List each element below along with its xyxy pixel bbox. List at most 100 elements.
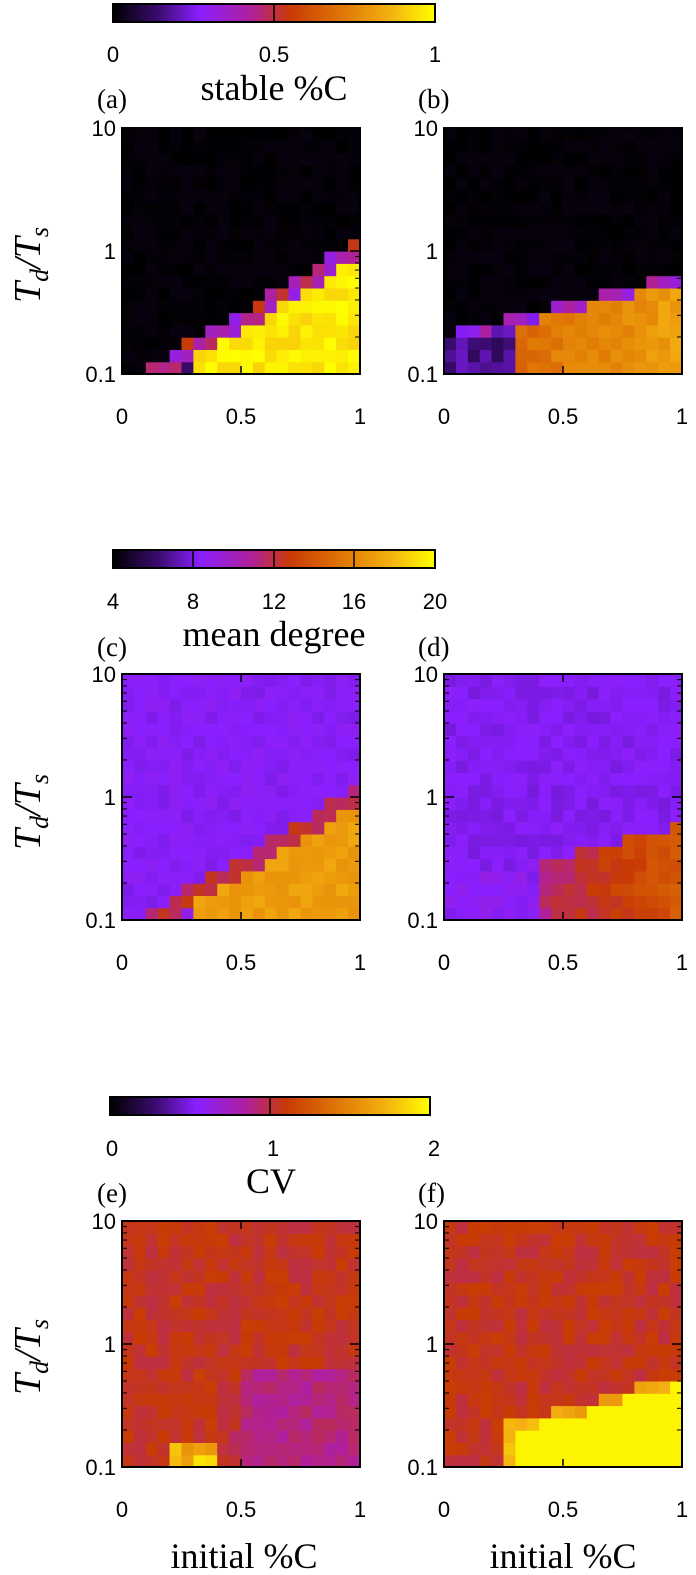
heatmap-cell [122,1368,135,1382]
heatmap-cell [336,1356,349,1370]
heatmap-cell [622,1405,635,1419]
heatmap-cell [300,1233,313,1247]
heatmap-cell [181,1368,194,1382]
heatmap-cell [539,735,552,749]
heatmap-cell [622,349,635,363]
heatmap-cell [539,189,552,203]
heatmap-cell [276,1257,290,1271]
heatmap-cell [193,1245,206,1259]
heatmap-cell [503,686,516,700]
heatmap-cell [515,1380,528,1394]
heatmap-cell [348,1380,361,1394]
heatmap-cell [515,1270,528,1284]
heatmap-cell [324,1393,337,1407]
heatmap-cell [133,152,147,166]
heatmap-cell [181,201,194,215]
heatmap-cell [444,361,457,375]
heatmap-cell [563,312,576,326]
heatmap-cell [205,164,218,178]
heatmap-cell [336,263,349,277]
heatmap-cell [252,883,266,896]
heatmap-cell [563,833,576,847]
heatmap-cell [229,1270,242,1284]
heatmap-cell [169,1368,183,1382]
heatmap-cell [527,784,540,798]
heatmap-cell [169,337,183,350]
heatmap-cell [181,226,194,240]
heatmap-cell [455,1307,469,1320]
heatmap-cell [444,1331,457,1345]
x-tick-label: 1 [354,1497,366,1522]
x-tick-label: 0 [116,404,128,429]
heatmap-cell [205,1245,218,1259]
heatmap-cell [670,1393,683,1407]
heatmap-cell [551,1368,564,1382]
heatmap-cell [491,760,505,773]
heatmap-cell [181,1257,194,1271]
heatmap-cell [324,214,337,227]
heatmap-cell [539,238,552,252]
heatmap-cell [181,312,194,326]
x-tick-label: 1 [354,404,366,429]
heatmap-cell [455,238,469,252]
heatmap-cell [241,1356,254,1370]
heatmap-cell [348,1417,361,1431]
heatmap-cell [586,128,600,141]
heatmap-cell [527,846,540,860]
heatmap-cell [122,698,135,712]
heatmap-cell [491,152,505,166]
heatmap-cell [479,251,493,264]
heatmap-cell [348,1393,361,1407]
heatmap-cell [312,312,325,326]
heatmap-cell [133,1221,147,1234]
heatmap-cell [157,263,171,277]
heatmap-cell [324,895,337,909]
heatmap-cell [145,263,159,277]
heatmap-cell [312,275,325,289]
heatmap-cell [646,361,659,375]
heatmap-cell [169,287,183,301]
heatmap-cell [217,858,230,872]
heatmap-cell [288,1454,302,1468]
heatmap-cell [264,1294,278,1308]
heatmap-cell [551,809,564,823]
heatmap-cell [336,128,349,141]
heatmap-cell [634,1257,647,1271]
heatmap-cell [348,1319,361,1333]
heatmap-cell [539,300,552,314]
heatmap-cell [145,140,159,154]
heatmap-cell [229,1417,242,1431]
heatmap-cell [491,349,505,363]
heatmap-cell [229,858,242,872]
heatmap-cell [169,846,183,860]
heatmap-cell [503,152,516,166]
heatmap-cell [444,747,457,761]
heatmap-cell [491,263,505,277]
colorbar-cv: 0 1 2 CV [106,1096,440,1201]
heatmap-cell [336,1393,349,1407]
heatmap-cell [646,337,659,350]
heatmap-cell [515,226,528,240]
heatmap-cell [491,1307,505,1320]
heatmap-cell [169,263,183,277]
heatmap-cell [622,312,635,326]
heatmap-cell [300,698,313,712]
x-tick-label: 0.5 [548,404,579,429]
heatmap-cell [122,152,135,166]
heatmap-cell [241,870,254,884]
heatmap-cell [586,275,600,289]
heatmap-cell [276,238,290,252]
heatmap-cell [300,821,313,835]
heatmap-cell [479,324,493,338]
heatmap-cell [324,883,337,896]
heatmap-cell [300,152,313,166]
heatmap-cell [336,686,349,700]
heatmap-cell [551,1294,564,1308]
heatmap-cell [312,760,325,773]
heatmap-cell [217,1368,230,1382]
heatmap-cell [503,797,516,810]
heatmap-cell [670,226,683,240]
y-tick-label: 0.1 [85,908,116,933]
heatmap-cell [229,784,242,798]
heatmap-cell [169,1454,183,1468]
